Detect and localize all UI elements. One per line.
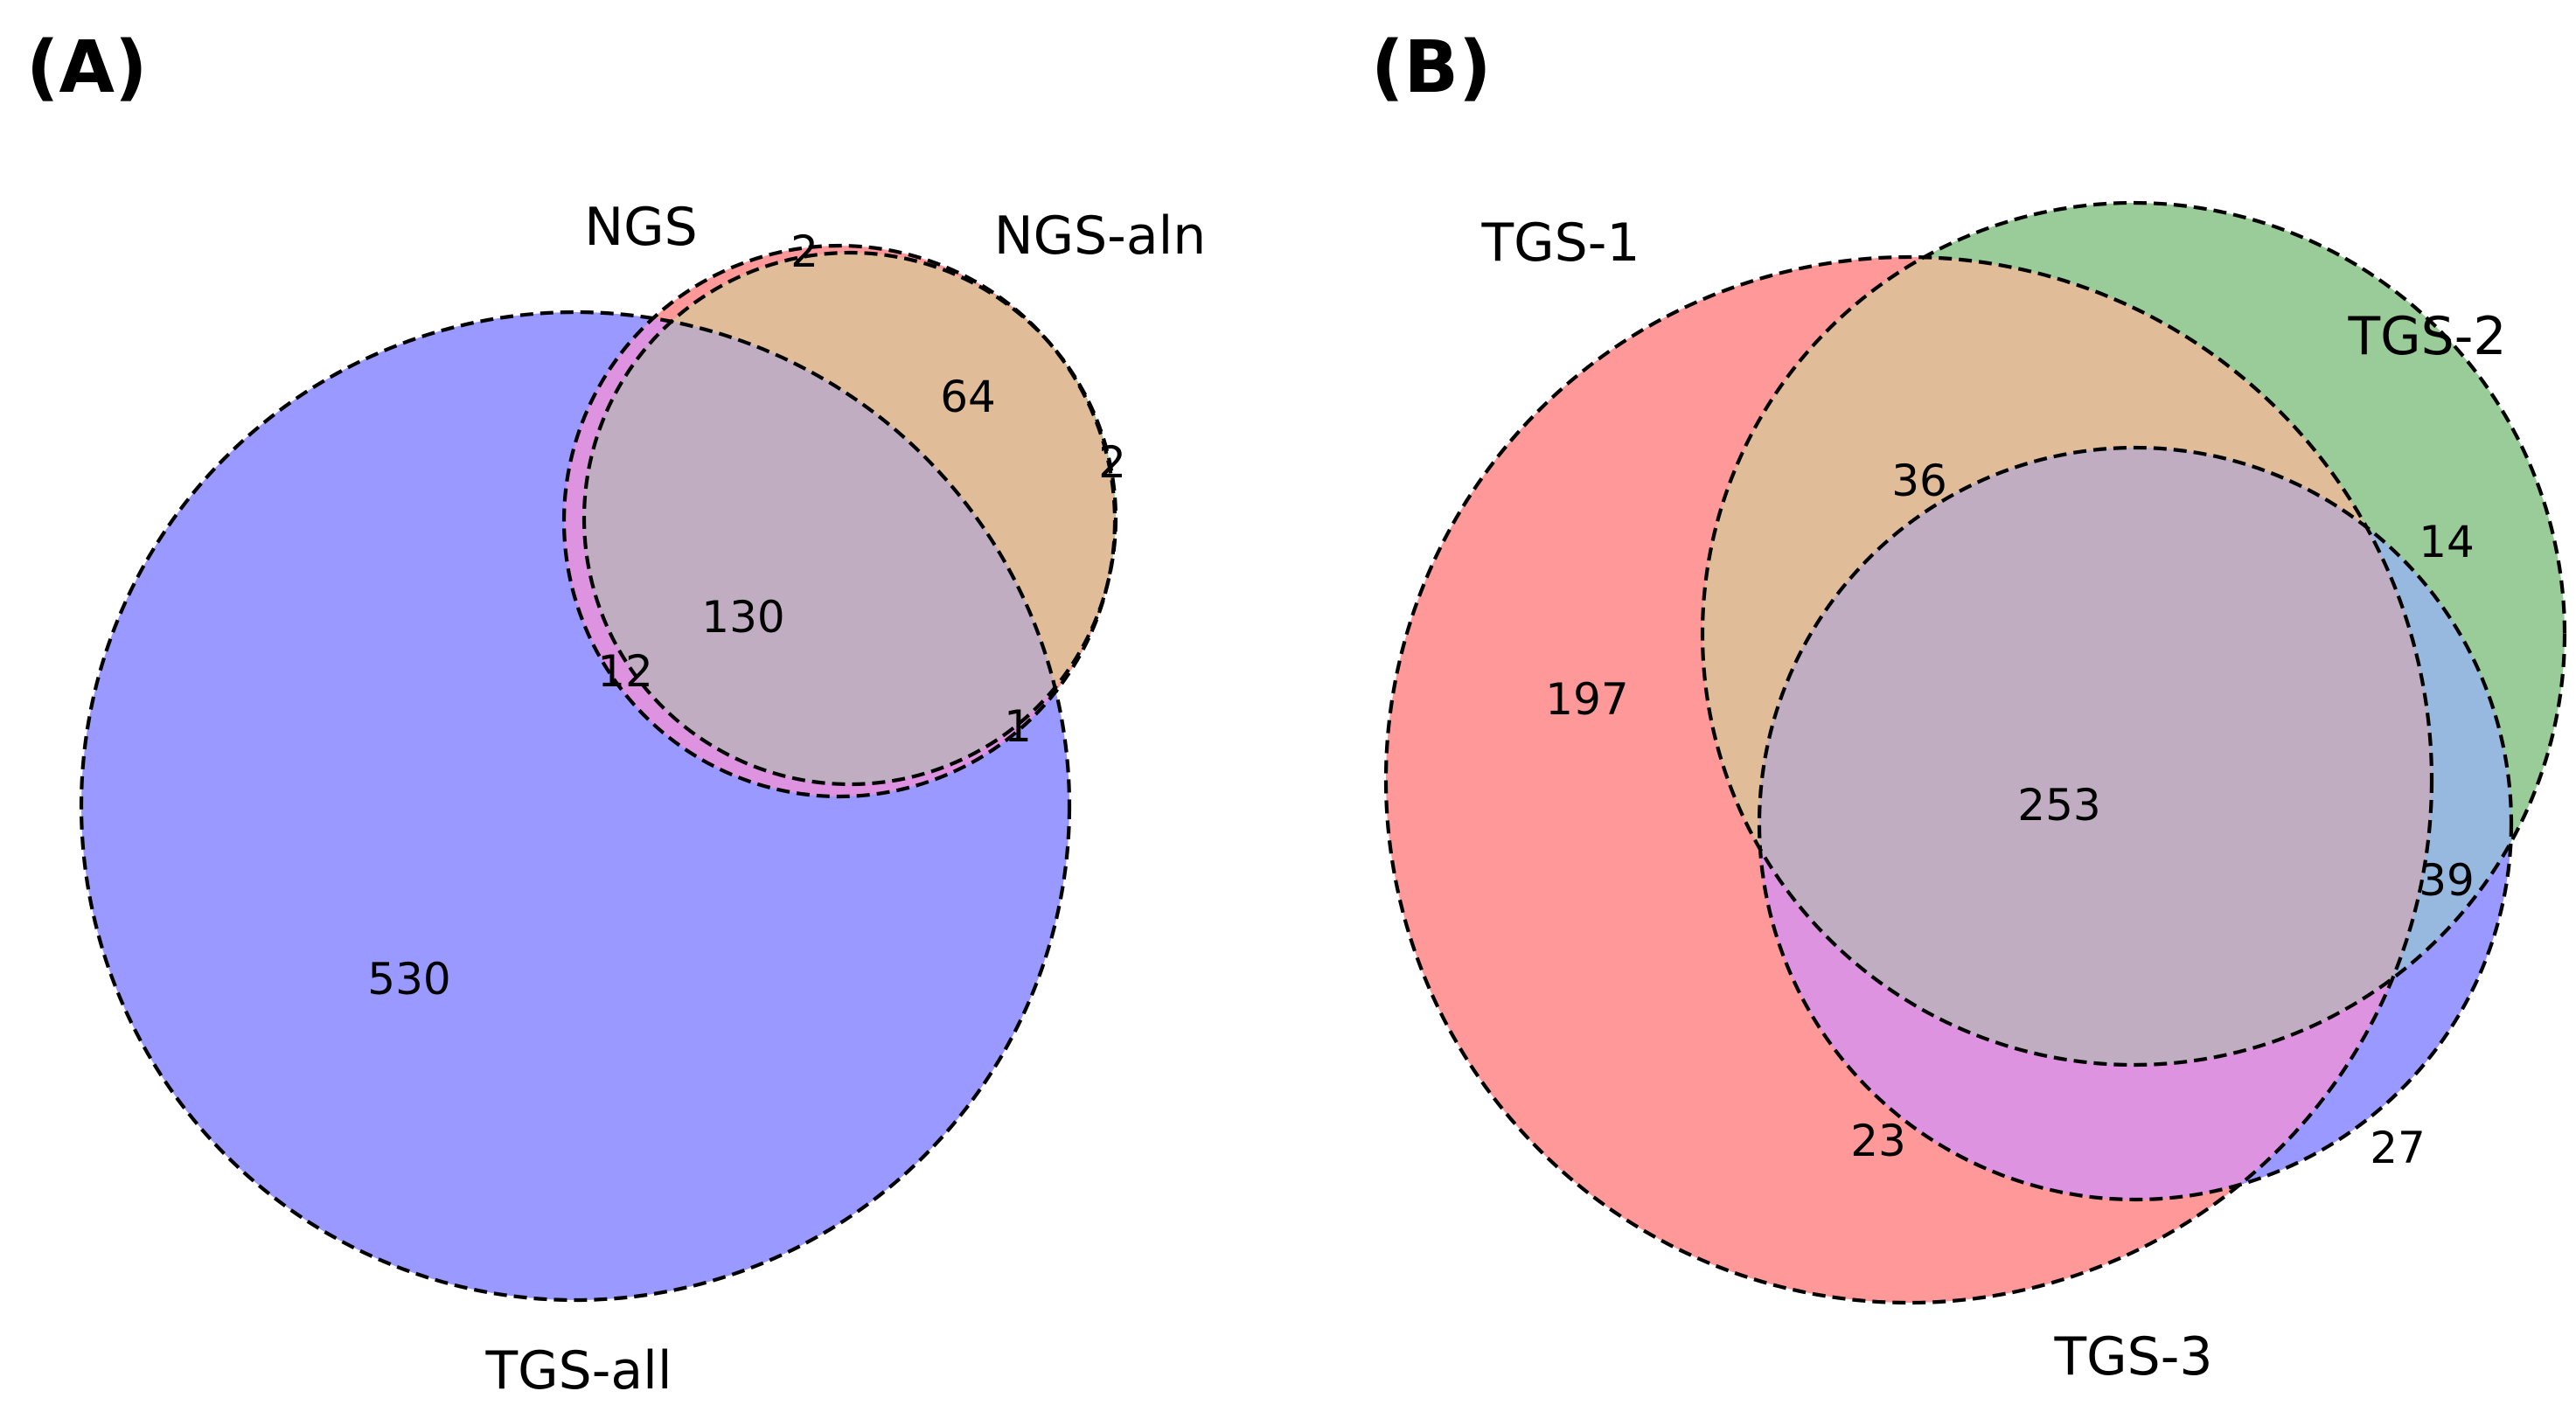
region-label-tgs2-tgs3: 39 <box>2419 855 2475 906</box>
region-label-ngs-ngs-aln: 64 <box>940 372 996 422</box>
panel-a-fills <box>81 246 1116 1300</box>
region-label-ngs-tgs-all: 12 <box>597 646 653 697</box>
region-label-all-three-b: 253 <box>2017 780 2100 831</box>
panel-b-set1-label: TGS-1 <box>1480 212 1640 274</box>
panel-a-region-labels: 2 64 2 130 12 1 530 <box>367 226 1126 1005</box>
region-label-tgs-all-only: 530 <box>367 954 450 1005</box>
panel-b-set3-label: TGS-3 <box>2053 1326 2212 1388</box>
region-label-tgs3-only: 27 <box>2370 1123 2426 1173</box>
region-label-ngs-aln-only: 2 <box>1098 437 1126 488</box>
region-label-all-three: 130 <box>701 592 784 643</box>
panel-b-set2-label: TGS-2 <box>2347 306 2506 367</box>
region-label-tgs2-only: 14 <box>2419 517 2475 567</box>
panel-b-region-labels: 197 36 14 253 39 23 27 <box>1545 456 2475 1173</box>
region-label-tgs1-tgs2: 36 <box>1891 456 1947 506</box>
panel-a-set3-label: TGS-all <box>485 1340 672 1402</box>
region-label-ngs-aln-tgs-all: 1 <box>1004 701 1032 752</box>
panel-b-all-fill <box>1759 448 2432 1065</box>
panel-b-outlines <box>1383 200 2567 1305</box>
region-label-tgs1-tgs3: 23 <box>1850 1116 1906 1166</box>
panel-a-set2-label: NGS-aln <box>994 205 1207 267</box>
panel-b-fills <box>1386 203 2565 1303</box>
region-label-ngs-only: 2 <box>790 226 818 277</box>
panel-b-set2-outline <box>1700 200 2567 1068</box>
panel-a-outlines <box>79 243 1118 1303</box>
panel-b-set1-outline <box>1383 254 2434 1305</box>
panel-a-all-fill <box>584 312 1069 784</box>
panel-a-set1-label: NGS <box>584 197 697 258</box>
panel-b-set3-outline <box>1757 445 2514 1202</box>
panel-a-label: (A) <box>26 26 147 109</box>
panel-a: (A) <box>26 26 1206 1402</box>
panel-a-set3-outline <box>79 310 1072 1303</box>
panel-a-set2-outline <box>581 250 1118 787</box>
panel-b-label: (B) <box>1371 26 1491 109</box>
panel-b: (B) <box>1371 26 2567 1388</box>
region-label-tgs1-only: 197 <box>1545 674 1628 725</box>
